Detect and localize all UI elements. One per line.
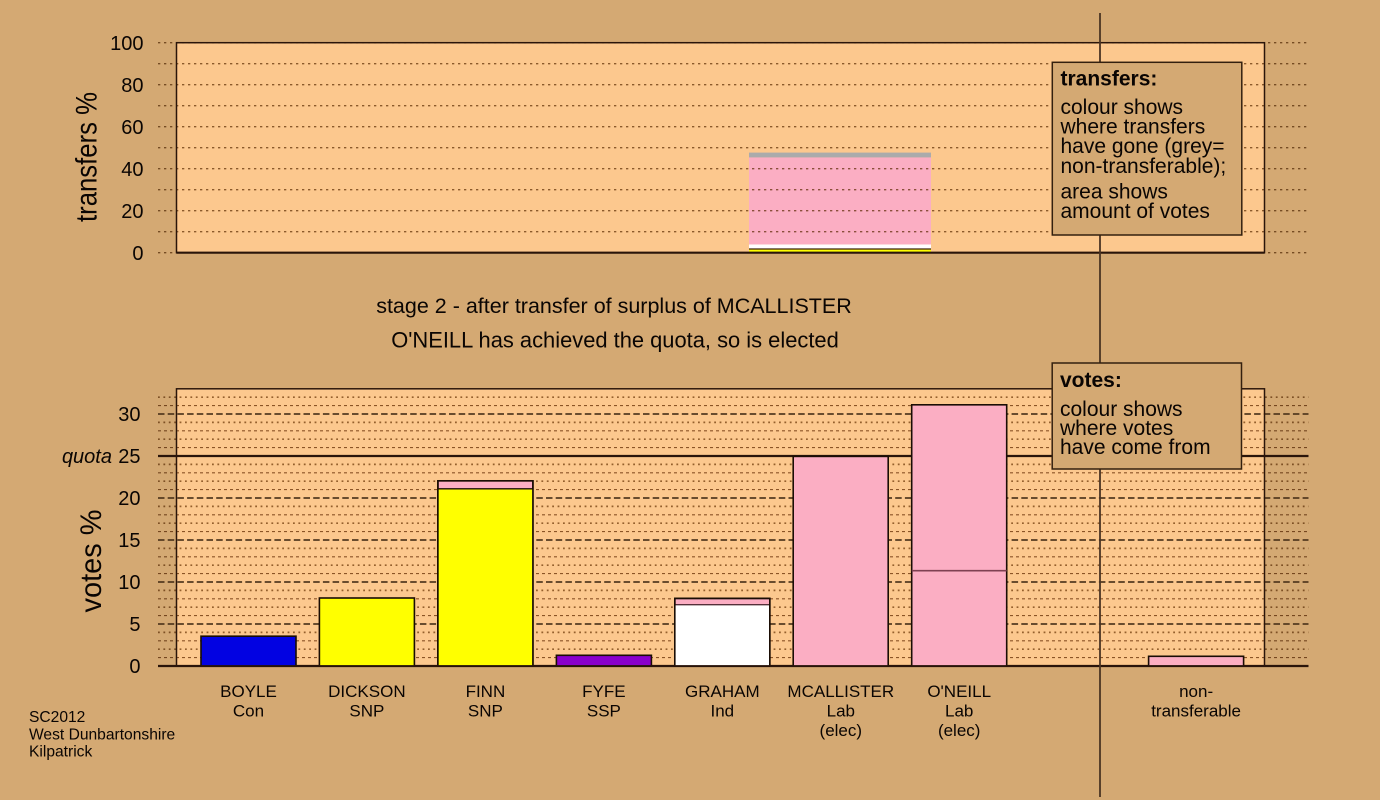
svg-text:Lab: Lab [827,702,855,721]
svg-text:Ind: Ind [710,702,734,721]
svg-text:0: 0 [132,243,143,265]
svg-text:GRAHAM: GRAHAM [685,682,760,701]
svg-text:20: 20 [121,201,143,223]
svg-text:West Dunbartonshire: West Dunbartonshire [29,726,175,743]
svg-text:transfers:: transfers: [1061,67,1158,90]
svg-text:40: 40 [121,159,143,181]
svg-text:stage 2 - after transfer of su: stage 2 - after transfer of surplus of M… [376,294,852,318]
svg-text:votes %: votes % [75,510,109,613]
svg-text:BOYLE: BOYLE [220,682,277,701]
svg-text:15: 15 [118,530,140,552]
svg-text:SNP: SNP [468,702,503,721]
svg-text:SC2012: SC2012 [29,709,85,726]
svg-text:colour shows: colour shows [1061,96,1184,119]
svg-text:colour shows: colour shows [1060,398,1183,421]
svg-text:SNP: SNP [349,702,384,721]
svg-text:Lab: Lab [945,702,973,721]
svg-text:(elec): (elec) [820,721,863,740]
svg-text:25: 25 [118,446,140,468]
svg-text:0: 0 [129,656,140,678]
svg-text:FYFE: FYFE [582,682,625,701]
svg-text:30: 30 [118,404,140,426]
svg-text:votes:: votes: [1060,369,1122,392]
svg-text:Kilpatrick: Kilpatrick [29,744,92,761]
svg-text:80: 80 [121,75,143,97]
svg-text:FINN: FINN [466,682,506,701]
svg-text:where votes: where votes [1059,417,1173,440]
svg-text:10: 10 [118,572,140,594]
svg-text:Con: Con [233,702,264,721]
svg-text:SSP: SSP [587,702,621,721]
svg-text:transferable: transferable [1151,702,1241,721]
svg-text:DICKSON: DICKSON [328,682,405,701]
svg-text:O'NEILL has achieved the quota: O'NEILL has achieved the quota, so is el… [391,328,839,353]
svg-text:transfers %: transfers % [70,92,103,222]
svg-text:non-transferable);: non-transferable); [1061,155,1227,178]
svg-text:have gone (grey=: have gone (grey= [1061,135,1225,158]
svg-text:O'NEILL: O'NEILL [927,682,991,701]
svg-text:where transfers: where transfers [1060,116,1206,139]
svg-text:non-: non- [1179,682,1213,701]
svg-text:MCALLISTER: MCALLISTER [787,682,894,701]
svg-text:60: 60 [121,117,143,139]
svg-text:quota: quota [62,446,112,468]
svg-text:5: 5 [129,614,140,636]
svg-text:amount of votes: amount of votes [1061,200,1210,223]
svg-text:100: 100 [110,33,143,55]
svg-text:(elec): (elec) [938,721,981,740]
svg-text:area shows: area shows [1061,181,1168,204]
svg-text:20: 20 [118,488,140,510]
svg-text:have come from: have come from [1060,436,1211,459]
